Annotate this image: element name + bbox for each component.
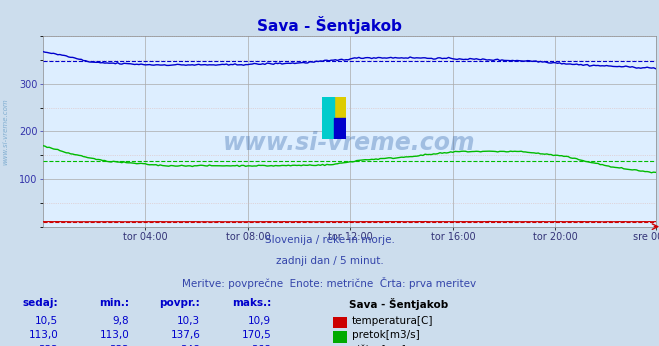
Text: višina[cm]: višina[cm] xyxy=(352,345,407,346)
Text: pretok[m3/s]: pretok[m3/s] xyxy=(352,330,420,340)
Text: 137,6: 137,6 xyxy=(171,330,200,340)
Text: Sava - Šentjakob: Sava - Šentjakob xyxy=(257,16,402,34)
Text: Slovenija / reke in morje.: Slovenija / reke in morje. xyxy=(264,235,395,245)
Text: maks.:: maks.: xyxy=(232,298,272,308)
Text: Sava - Šentjakob: Sava - Šentjakob xyxy=(349,298,448,310)
Text: 368: 368 xyxy=(252,345,272,346)
Text: Meritve: povprečne  Enote: metrične  Črta: prva meritev: Meritve: povprečne Enote: metrične Črta:… xyxy=(183,277,476,289)
Text: 10,9: 10,9 xyxy=(248,316,272,326)
Text: 348: 348 xyxy=(181,345,200,346)
Text: 170,5: 170,5 xyxy=(242,330,272,340)
Text: www.si-vreme.com: www.si-vreme.com xyxy=(223,131,476,155)
Text: zadnji dan / 5 minut.: zadnji dan / 5 minut. xyxy=(275,256,384,266)
Text: 9,8: 9,8 xyxy=(113,316,129,326)
Text: 332: 332 xyxy=(38,345,58,346)
Text: www.si-vreme.com: www.si-vreme.com xyxy=(2,98,9,165)
Text: 10,3: 10,3 xyxy=(177,316,200,326)
Text: sedaj:: sedaj: xyxy=(22,298,58,308)
Text: temperatura[C]: temperatura[C] xyxy=(352,316,434,326)
Text: 113,0: 113,0 xyxy=(28,330,58,340)
Text: 10,5: 10,5 xyxy=(35,316,58,326)
Bar xyxy=(333,331,347,343)
Bar xyxy=(333,317,347,328)
Text: 332: 332 xyxy=(109,345,129,346)
Text: min.:: min.: xyxy=(100,298,129,308)
Text: 113,0: 113,0 xyxy=(100,330,129,340)
Text: povpr.:: povpr.: xyxy=(159,298,200,308)
